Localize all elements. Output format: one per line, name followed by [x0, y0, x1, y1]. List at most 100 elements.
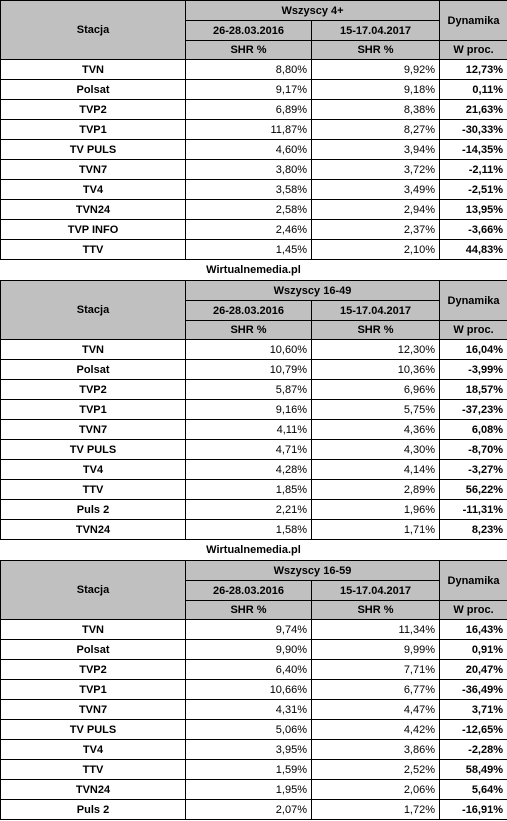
dynamics-value: 16,43% — [439, 619, 507, 640]
shr-2016-value: 9,16% — [185, 399, 312, 420]
table-row: TV PULS 5,06% 4,42% -12,65% — [0, 719, 507, 740]
shr-2016-value: 8,80% — [185, 59, 312, 80]
dynamics-value: 12,73% — [439, 59, 507, 80]
table-row: TV PULS 4,71% 4,30% -8,70% — [0, 439, 507, 460]
source-caption: Wirtualnemedia.pl — [0, 260, 507, 280]
station-name: TVP1 — [0, 399, 186, 420]
table-row: Puls 2 2,07% 1,72% -16,91% — [0, 799, 507, 820]
shr-2017-value: 3,72% — [310, 159, 441, 180]
audience-section: Stacja Wszyscy 4+ Dynamika 26-28.03.2016 15-… — [0, 0, 507, 280]
shr-2016-value: 11,87% — [185, 119, 312, 140]
w-proc-header: W proc. — [439, 40, 507, 60]
shr-2017-value: 4,30% — [310, 439, 441, 460]
shr-2017-value: 1,72% — [310, 799, 441, 820]
table-row: Polsat 10,79% 10,36% -3,99% — [0, 359, 507, 380]
table-row: Puls 2 2,21% 1,96% -11,31% — [0, 499, 507, 520]
shr-2017-value: 5,75% — [310, 399, 441, 420]
table-row: TVP INFO 2,46% 2,37% -3,66% — [0, 219, 507, 240]
period-1-header: 26-28.03.2016 — [185, 20, 312, 41]
shr-2016-value: 1,58% — [185, 519, 312, 540]
station-name: Puls 2 — [0, 499, 186, 520]
dynamics-value: -3,27% — [439, 459, 507, 480]
station-name: TV PULS — [0, 139, 186, 160]
dynamics-value: 16,04% — [439, 339, 507, 360]
station-header: Stacja — [0, 0, 186, 60]
period-2-header: 15-17.04.2017 — [310, 300, 441, 321]
shr-2016-value: 3,95% — [185, 739, 312, 760]
shr-2016-value: 2,46% — [185, 219, 312, 240]
shr-2017-value: 4,36% — [310, 419, 441, 440]
dynamics-value: 8,23% — [439, 519, 507, 540]
station-name: Puls 2 — [0, 799, 186, 820]
shr-2017-value: 1,71% — [310, 519, 441, 540]
dynamics-header: Dynamika — [439, 280, 507, 321]
shr-2016-value: 4,11% — [185, 419, 312, 440]
audience-section: Stacja Wszyscy 16-59 Dynamika 26-28.03.2016… — [0, 560, 507, 820]
shr-2-header: SHR % — [310, 600, 441, 620]
station-name: TVN7 — [0, 419, 186, 440]
table-row: TV4 3,58% 3,49% -2,51% — [0, 179, 507, 200]
shr-2016-value: 2,21% — [185, 499, 312, 520]
table-row: TTV 1,45% 2,10% 44,83% — [0, 239, 507, 260]
shr-2016-value: 10,66% — [185, 679, 312, 700]
shr-2016-value: 6,40% — [185, 659, 312, 680]
table-row: TVP2 6,40% 7,71% 20,47% — [0, 659, 507, 680]
shr-2017-value: 8,38% — [310, 99, 441, 120]
table-row: TVN 10,60% 12,30% 16,04% — [0, 339, 507, 360]
dynamics-value: 3,71% — [439, 699, 507, 720]
shr-1-header: SHR % — [185, 320, 312, 340]
station-name: TV4 — [0, 179, 186, 200]
station-name: Polsat — [0, 79, 186, 100]
table-row: TVN24 2,58% 2,94% 13,95% — [0, 199, 507, 220]
dynamics-value: 20,47% — [439, 659, 507, 680]
ratings-table: Stacja Wszyscy 16-59 Dynamika 26-28.03.2016… — [0, 560, 507, 820]
station-name: TVP1 — [0, 119, 186, 140]
shr-2017-value: 12,30% — [310, 339, 441, 360]
dynamics-value: -16,91% — [439, 799, 507, 820]
station-name: TTV — [0, 239, 186, 260]
shr-2017-value: 3,94% — [310, 139, 441, 160]
shr-2016-value: 3,58% — [185, 179, 312, 200]
table-row: Polsat 9,17% 9,18% 0,11% — [0, 79, 507, 100]
station-name: TV PULS — [0, 719, 186, 740]
period-1-header: 26-28.03.2016 — [185, 300, 312, 321]
dynamics-value: 0,91% — [439, 639, 507, 660]
station-name: TTV — [0, 479, 186, 500]
dynamics-value: 44,83% — [439, 239, 507, 260]
dynamics-header: Dynamika — [439, 0, 507, 41]
shr-2016-value: 1,45% — [185, 239, 312, 260]
table-row: TVP1 10,66% 6,77% -36,49% — [0, 679, 507, 700]
dynamics-value: -2,28% — [439, 739, 507, 760]
shr-2017-value: 7,71% — [310, 659, 441, 680]
w-proc-header: W proc. — [439, 320, 507, 340]
dynamics-value: 5,64% — [439, 779, 507, 800]
table-row: TVN 9,74% 11,34% 16,43% — [0, 619, 507, 640]
station-name: TVN24 — [0, 779, 186, 800]
dynamics-value: -30,33% — [439, 119, 507, 140]
shr-2017-value: 6,96% — [310, 379, 441, 400]
dynamics-value: 58,49% — [439, 759, 507, 780]
shr-2016-value: 6,89% — [185, 99, 312, 120]
table-row: TV4 3,95% 3,86% -2,28% — [0, 739, 507, 760]
shr-2017-value: 2,10% — [310, 239, 441, 260]
table-row: TTV 1,59% 2,52% 58,49% — [0, 759, 507, 780]
station-name: Polsat — [0, 359, 186, 380]
dynamics-value: 0,11% — [439, 79, 507, 100]
shr-2016-value: 4,31% — [185, 699, 312, 720]
station-name: TVP2 — [0, 379, 186, 400]
shr-2016-value: 9,74% — [185, 619, 312, 640]
period-2-header: 15-17.04.2017 — [310, 20, 441, 41]
dynamics-value: 13,95% — [439, 199, 507, 220]
station-name: TV4 — [0, 739, 186, 760]
shr-2016-value: 4,28% — [185, 459, 312, 480]
station-name: TVP2 — [0, 659, 186, 680]
dynamics-value: -3,66% — [439, 219, 507, 240]
shr-2016-value: 2,07% — [185, 799, 312, 820]
shr-2017-value: 4,42% — [310, 719, 441, 740]
dynamics-value: 6,08% — [439, 419, 507, 440]
table-row: TTV 1,85% 2,89% 56,22% — [0, 479, 507, 500]
shr-2016-value: 4,71% — [185, 439, 312, 460]
shr-2017-value: 2,06% — [310, 779, 441, 800]
table-row: TVP1 11,87% 8,27% -30,33% — [0, 119, 507, 140]
